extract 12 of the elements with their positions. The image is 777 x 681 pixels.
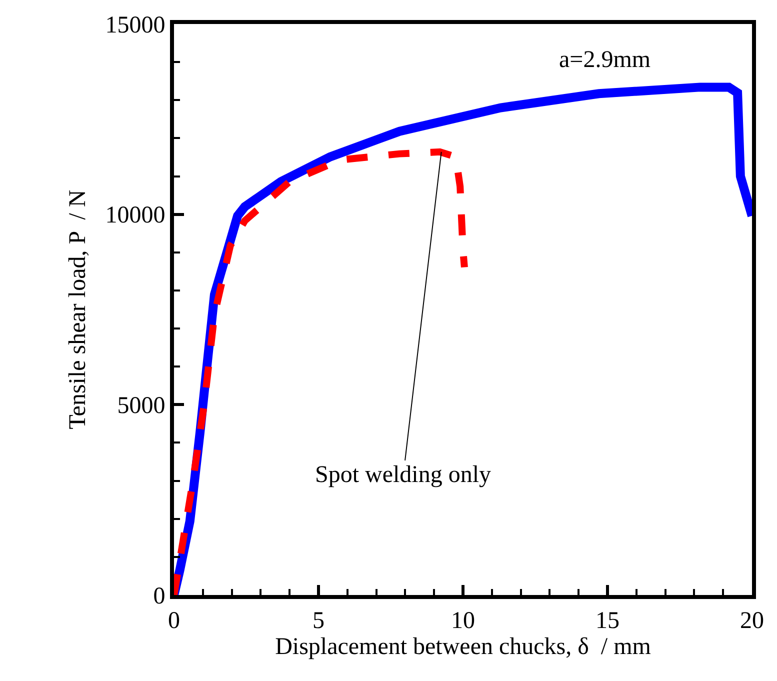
annotation: Spot welding only [315, 462, 492, 488]
x-tick-label: 20 [740, 608, 764, 634]
x-tick-label: 15 [596, 608, 620, 634]
y-axis-title: Tensile shear load, P / N [64, 190, 91, 430]
x-tick-label: 10 [451, 608, 475, 634]
annotation: a=2.9mm [559, 47, 651, 73]
x-axis-title: Displacement between chucks, δ / mm [275, 634, 652, 660]
x-tick-label: 5 [312, 608, 324, 634]
y-tick-label: 10000 [105, 202, 166, 229]
y-tick-label: 0 [153, 583, 166, 610]
y-tick-label: 15000 [105, 12, 166, 38]
y-tick-label: 5000 [117, 393, 166, 420]
